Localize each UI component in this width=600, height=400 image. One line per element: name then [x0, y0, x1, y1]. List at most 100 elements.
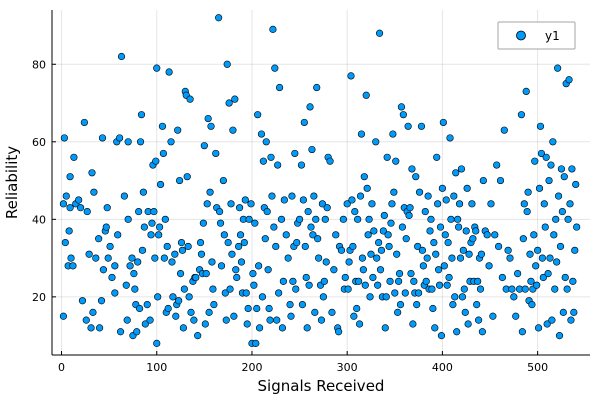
data-point	[494, 242, 503, 251]
data-point	[208, 258, 216, 266]
data-point	[555, 332, 564, 340]
data-point	[137, 111, 146, 119]
data-point	[412, 173, 420, 181]
data-point	[570, 308, 578, 316]
data-point	[245, 215, 253, 223]
data-point	[457, 165, 466, 173]
data-point	[491, 231, 499, 239]
data-point	[314, 235, 322, 243]
data-point	[180, 285, 188, 293]
data-point	[209, 285, 217, 293]
data-point	[278, 324, 287, 332]
data-point	[354, 215, 362, 223]
data-point	[547, 161, 555, 169]
data-point	[249, 269, 257, 278]
data-point	[543, 320, 551, 328]
data-point	[427, 215, 435, 223]
x-tick-label: 500	[527, 361, 548, 374]
data-point	[134, 258, 142, 266]
data-point	[114, 231, 122, 239]
data-point	[154, 293, 162, 301]
data-point	[322, 258, 330, 266]
data-point	[426, 227, 434, 235]
data-point	[178, 246, 187, 254]
data-point	[363, 184, 371, 192]
data-point	[523, 207, 531, 216]
data-point	[196, 238, 205, 247]
data-point	[337, 246, 346, 254]
data-point	[554, 192, 563, 200]
data-point	[446, 134, 454, 142]
data-point	[143, 301, 151, 309]
data-point	[197, 250, 206, 258]
data-point	[531, 157, 539, 165]
data-point	[60, 134, 68, 142]
data-point	[190, 316, 198, 324]
data-point	[489, 312, 497, 320]
data-point	[431, 324, 439, 332]
data-point	[204, 114, 212, 123]
data-point	[458, 293, 467, 301]
data-point	[500, 126, 508, 134]
data-point	[153, 339, 161, 347]
data-point	[401, 289, 409, 297]
data-point	[493, 161, 501, 169]
data-point	[394, 308, 402, 316]
data-point	[282, 231, 290, 239]
data-point	[177, 238, 186, 247]
data-point	[267, 153, 275, 161]
data-point	[175, 297, 183, 305]
data-point	[374, 281, 382, 289]
data-point	[292, 285, 300, 293]
x-tick-label: 0	[58, 361, 65, 374]
data-point	[220, 231, 228, 239]
data-point	[573, 223, 581, 231]
legend-marker	[516, 30, 526, 41]
data-point	[460, 285, 468, 293]
data-point	[510, 293, 518, 301]
data-point	[304, 207, 312, 216]
data-point	[255, 324, 264, 332]
data-point	[459, 246, 467, 254]
data-point	[391, 289, 399, 297]
data-point	[120, 192, 128, 200]
data-point	[359, 266, 367, 274]
data-point	[313, 83, 321, 92]
data-point	[108, 273, 116, 282]
data-point	[78, 297, 87, 305]
x-axis-label: Signals Received	[258, 377, 385, 395]
data-point	[176, 269, 185, 278]
data-point	[152, 157, 160, 165]
data-point	[202, 269, 210, 278]
data-point	[75, 196, 83, 204]
data-point	[461, 308, 469, 316]
data-point	[368, 200, 376, 208]
data-point	[233, 273, 241, 282]
data-point	[387, 219, 395, 227]
data-point	[312, 215, 320, 223]
data-point	[82, 316, 90, 324]
data-point	[365, 215, 373, 223]
data-point	[419, 262, 427, 270]
data-point	[527, 277, 535, 285]
data-point	[242, 289, 250, 297]
data-point	[76, 204, 85, 212]
data-point	[89, 308, 97, 316]
data-point	[541, 223, 549, 231]
data-point	[141, 320, 149, 328]
data-point	[258, 293, 267, 301]
data-point	[305, 281, 313, 289]
data-point	[138, 246, 147, 254]
data-point	[123, 316, 131, 324]
data-point	[159, 149, 168, 158]
data-point	[552, 215, 560, 223]
data-point	[347, 72, 355, 80]
data-point	[417, 122, 426, 130]
data-point	[357, 130, 366, 138]
data-point	[255, 262, 263, 270]
data-point	[571, 246, 579, 254]
data-point	[559, 308, 567, 316]
data-point	[102, 223, 110, 231]
data-point	[83, 207, 91, 216]
